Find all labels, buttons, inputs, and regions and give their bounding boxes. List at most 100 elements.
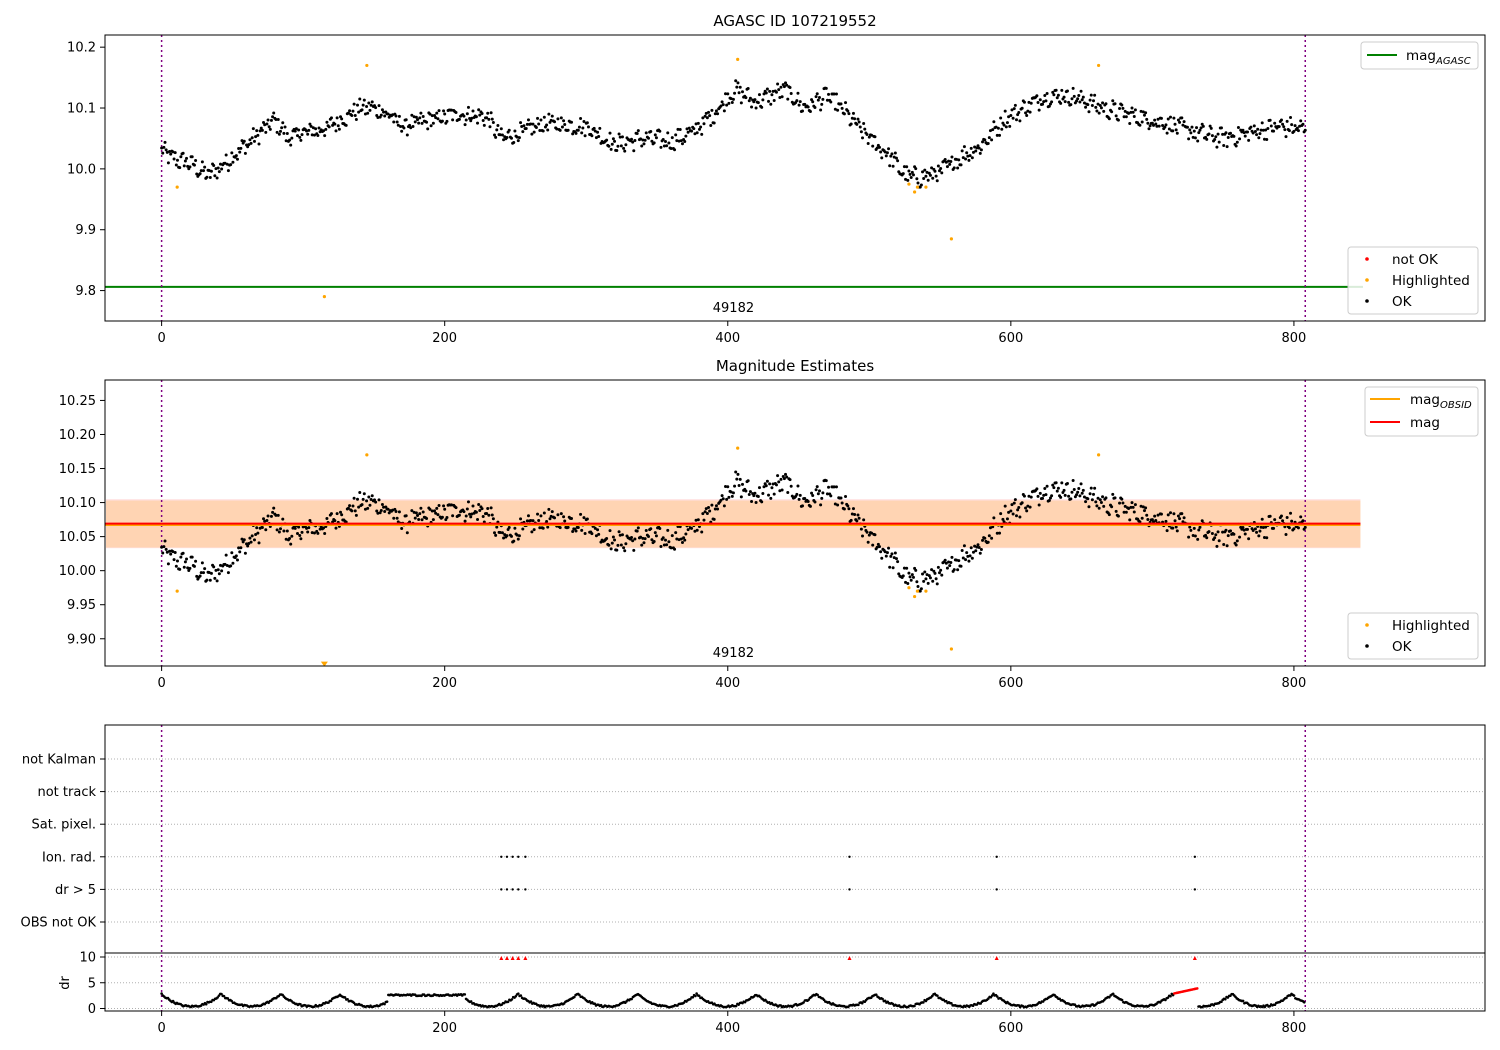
ok-point	[877, 545, 881, 549]
ok-point	[505, 136, 509, 140]
ok-point	[734, 79, 738, 83]
ok-point	[181, 551, 185, 555]
ok-point	[252, 538, 256, 542]
ok-point	[1104, 496, 1108, 500]
ok-point	[348, 504, 352, 508]
ok-point	[821, 491, 825, 495]
ok-point	[674, 531, 678, 535]
ok-point	[435, 506, 439, 510]
ok-point	[1201, 124, 1205, 128]
ok-point	[952, 568, 956, 572]
ok-point	[590, 532, 594, 536]
ok-point	[340, 117, 344, 121]
ok-point	[255, 526, 259, 530]
ok-point	[744, 96, 748, 100]
ok-point	[314, 127, 318, 131]
x-tick-label: 600	[998, 676, 1023, 691]
ok-point	[171, 150, 175, 154]
ok-point	[836, 503, 840, 507]
ok-point	[1140, 516, 1144, 520]
ok-point	[496, 124, 500, 128]
ok-point	[498, 531, 502, 535]
ok-point	[1273, 121, 1277, 125]
ok-point	[239, 546, 243, 550]
ok-point	[476, 121, 480, 125]
ok-point	[970, 156, 974, 160]
ok-point	[282, 529, 286, 533]
ok-point	[987, 136, 991, 140]
ok-point	[1082, 101, 1086, 105]
ok-point	[207, 169, 211, 173]
ok-point	[515, 135, 519, 139]
ok-point	[1188, 128, 1192, 132]
ok-point	[777, 88, 781, 92]
ok-point	[199, 169, 203, 173]
ok-point	[1252, 124, 1256, 128]
ok-point	[798, 493, 802, 497]
ok-point	[214, 568, 218, 572]
ok-point	[921, 170, 925, 174]
ok-point	[420, 121, 424, 125]
ok-point	[161, 551, 165, 555]
ok-point	[931, 176, 935, 180]
ok-point	[1257, 534, 1261, 538]
ok-point	[652, 141, 656, 145]
ok-point	[386, 112, 390, 116]
ok-point	[421, 510, 425, 514]
ok-point	[383, 114, 387, 118]
ok-point	[752, 494, 756, 498]
ok-point	[266, 514, 270, 518]
ok-point	[295, 134, 299, 138]
ok-point	[1024, 111, 1028, 115]
ok-point	[733, 484, 737, 488]
ok-point	[175, 559, 179, 563]
ok-point	[1296, 526, 1300, 530]
ok-point	[366, 506, 370, 510]
highlighted-point	[949, 647, 954, 651]
ok-point	[776, 82, 780, 86]
ok-point	[1180, 512, 1184, 516]
panel1-title: AGASC ID 107219552	[713, 12, 876, 30]
ok-point	[505, 534, 509, 538]
ok-point	[906, 582, 910, 586]
ok-point	[974, 149, 978, 153]
ok-point	[880, 156, 884, 160]
ok-point	[215, 176, 219, 180]
ok-point	[1013, 498, 1017, 502]
ok-point	[1232, 134, 1236, 138]
ok-point	[795, 99, 799, 103]
ok-point	[263, 519, 267, 523]
ok-point	[376, 116, 380, 120]
ok-point	[776, 474, 780, 478]
ok-point	[1209, 126, 1213, 130]
ok-point	[576, 526, 580, 530]
ok-point	[1166, 513, 1170, 517]
ok-point	[1182, 120, 1186, 124]
flag-point	[511, 888, 514, 891]
ok-point	[346, 506, 350, 510]
ok-point	[350, 509, 354, 513]
ok-point	[1052, 486, 1056, 490]
ok-point	[611, 535, 615, 539]
ok-point	[1226, 136, 1230, 140]
ok-point	[870, 531, 874, 535]
ok-point	[880, 556, 884, 560]
ok-point	[163, 140, 167, 144]
ok-point	[516, 139, 520, 143]
ok-point	[322, 129, 326, 133]
ok-point	[1042, 493, 1046, 497]
ok-point	[1120, 497, 1124, 501]
x-tick-label: 800	[1282, 331, 1307, 346]
ok-point	[654, 534, 658, 538]
ok-point	[546, 128, 550, 132]
ok-point	[493, 531, 497, 535]
ok-point	[357, 505, 361, 509]
ok-point	[1004, 125, 1008, 129]
ok-point	[675, 537, 679, 541]
ok-point	[1069, 103, 1073, 107]
ok-point	[1173, 519, 1177, 523]
panel2-line-legend: magOBSID mag	[1364, 386, 1479, 437]
ok-point	[624, 542, 628, 546]
y-tick-label: 10.10	[59, 496, 96, 511]
flag-point	[500, 855, 503, 858]
